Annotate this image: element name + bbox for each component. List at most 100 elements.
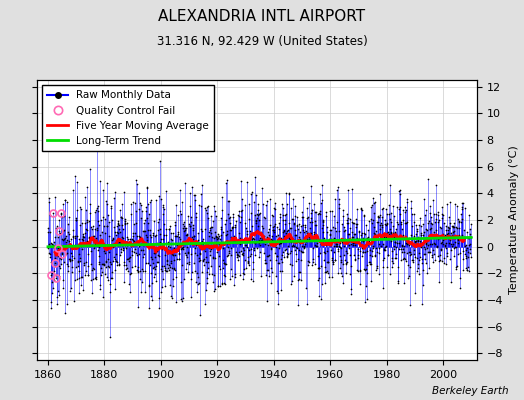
Point	[267, 236, 276, 242]
Point	[396, 191, 404, 197]
Point	[154, 227, 162, 233]
Point	[53, 234, 62, 241]
Point	[276, 210, 284, 217]
Point	[409, 242, 417, 248]
Point	[252, 218, 260, 224]
Point	[107, 243, 115, 249]
Point	[109, 258, 117, 264]
Point	[222, 180, 230, 186]
Point	[245, 234, 254, 240]
Point	[335, 201, 344, 208]
Point	[421, 246, 429, 252]
Point	[369, 194, 377, 201]
Point	[107, 203, 116, 209]
Point	[321, 279, 329, 286]
Point	[215, 253, 223, 259]
Point	[381, 246, 389, 253]
Point	[159, 204, 167, 210]
Point	[147, 234, 156, 240]
Point	[119, 262, 128, 268]
Point	[438, 214, 446, 221]
Point	[144, 227, 152, 234]
Point	[353, 235, 361, 242]
Point	[220, 272, 228, 278]
Point	[149, 260, 158, 267]
Point	[164, 248, 172, 255]
Point	[246, 276, 255, 282]
Point	[289, 242, 297, 248]
Point	[68, 264, 76, 270]
Point	[392, 226, 400, 232]
Point	[369, 224, 378, 230]
Point	[105, 248, 114, 255]
Point	[58, 251, 66, 258]
Point	[217, 214, 225, 221]
Point	[203, 203, 212, 209]
Point	[74, 262, 82, 269]
Point	[332, 242, 341, 249]
Point	[375, 271, 383, 277]
Point	[301, 238, 310, 244]
Point	[135, 233, 143, 240]
Point	[205, 251, 214, 258]
Point	[98, 260, 106, 267]
Point	[416, 240, 424, 246]
Point	[102, 258, 110, 264]
Point	[344, 231, 352, 238]
Point	[73, 178, 82, 185]
Point	[166, 236, 174, 242]
Point	[65, 238, 73, 244]
Point	[317, 263, 325, 269]
Point	[418, 242, 427, 248]
Point	[401, 204, 410, 210]
Point	[90, 244, 98, 251]
Point	[115, 239, 124, 245]
Point	[111, 267, 119, 274]
Point	[326, 208, 334, 214]
Point	[334, 205, 343, 211]
Point	[138, 247, 147, 253]
Point	[394, 278, 402, 284]
Point	[196, 225, 205, 232]
Point	[71, 242, 80, 248]
Point	[132, 177, 140, 183]
Point	[183, 231, 192, 237]
Point	[219, 229, 227, 235]
Point	[155, 193, 163, 200]
Point	[320, 235, 328, 242]
Point	[79, 231, 88, 238]
Point	[364, 241, 372, 248]
Point	[196, 250, 204, 257]
Point	[435, 278, 443, 285]
Point	[409, 257, 417, 263]
Point	[379, 205, 388, 212]
Point	[206, 263, 215, 269]
Point	[369, 230, 378, 236]
Point	[88, 266, 96, 273]
Point	[434, 218, 442, 225]
Point	[456, 211, 465, 218]
Point	[299, 194, 307, 200]
Point	[340, 224, 348, 230]
Point	[383, 220, 391, 226]
Point	[303, 204, 311, 211]
Point	[75, 236, 83, 242]
Point	[254, 223, 262, 230]
Point	[303, 301, 311, 307]
Point	[269, 227, 277, 233]
Point	[367, 239, 376, 245]
Point	[204, 264, 212, 271]
Point	[126, 236, 135, 242]
Point	[381, 234, 390, 240]
Point	[374, 212, 382, 219]
Point	[70, 255, 78, 261]
Point	[208, 246, 216, 252]
Point	[453, 202, 461, 209]
Point	[193, 269, 201, 276]
Point	[323, 229, 332, 235]
Point	[163, 246, 172, 252]
Point	[192, 214, 200, 220]
Point	[158, 284, 166, 290]
Point	[52, 275, 60, 282]
Point	[417, 223, 425, 229]
